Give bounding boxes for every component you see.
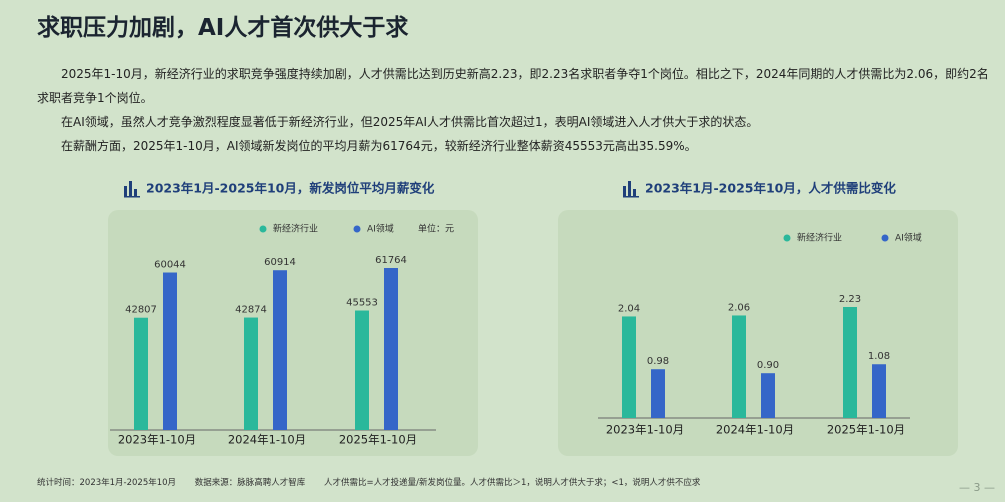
slide-title: 求职压力加剧，AI人才首次供大于求 (37, 15, 409, 41)
text-body: 2025年1-10月，新经济行业的求职竞争强度持续加剧，人才供需比达到历史新高2… (37, 62, 999, 158)
chart-title: 2023年1月-2025年10月，人才供需比变化 (645, 181, 896, 196)
legend-swatch (259, 225, 267, 233)
bar (732, 315, 746, 418)
bar (384, 268, 398, 430)
icon (124, 181, 639, 198)
legend-label: AI领域 (367, 223, 394, 235)
bar (273, 270, 287, 430)
x-tick-label: 2025年1-10月 (339, 433, 417, 447)
footnote: 数据来源：脉脉高聘人才智库 (194, 478, 306, 488)
chart-title: 2023年1月-2025年10月，新发岗位平均月薪变化 (146, 181, 435, 196)
x-tick-label: 2023年1-10月 (606, 423, 684, 437)
footnote: 人才供需比=人才投递量/新发岗位量。人才供需比＞1，说明人才供大于求；<1，说明… (323, 478, 701, 488)
footnote: 统计时间：2023年1月-2025年10月 (37, 478, 177, 488)
bar (761, 373, 775, 418)
data-label: 42874 (235, 305, 267, 316)
unit-label: 单位：元 (418, 223, 454, 235)
x-tick-label: 2025年1-10月 (827, 423, 905, 437)
x-tick-label: 2023年1-10月 (118, 433, 196, 447)
bar (843, 307, 857, 418)
legend-swatch (783, 234, 791, 242)
bar (872, 364, 886, 418)
data-label: 45553 (346, 298, 378, 309)
data-label: 60914 (264, 257, 296, 268)
data-label: 1.08 (868, 351, 890, 362)
data-label: 42807 (125, 305, 157, 316)
panel (558, 210, 958, 456)
data-label: 2.23 (839, 294, 861, 305)
paragraph: 2025年1-10月，新经济行业的求职竞争强度持续加剧，人才供需比达到历史新高2… (37, 67, 989, 105)
bar (355, 310, 369, 430)
data-label: 0.90 (757, 360, 779, 371)
legend-label: 新经济行业 (797, 232, 842, 244)
x-tick-label: 2024年1-10月 (716, 423, 794, 437)
bar (651, 369, 665, 418)
legend-swatch (881, 234, 889, 242)
legend-label: AI领域 (895, 232, 922, 244)
data-label: 60044 (154, 260, 186, 271)
data-label: 61764 (375, 255, 407, 266)
data-label: 2.06 (728, 302, 750, 313)
legend-swatch (353, 225, 361, 233)
x-tick-label: 2024年1-10月 (228, 433, 306, 447)
bar (163, 272, 177, 430)
bar (134, 317, 148, 430)
paragraph: 在AI领域，虽然人才竞争激烈程度显著低于新经济行业，但2025年AI人才供需比首… (61, 115, 759, 129)
bar (244, 317, 258, 430)
bar (622, 316, 636, 418)
paragraph: 在薪酬方面，2025年1-10月，AI领域新发岗位的平均月薪为61764元，较新… (61, 139, 697, 153)
footer: 统计时间：2023年1月-2025年10月 数据来源：脉脉高聘人才智库 人才供需… (37, 476, 716, 488)
legend-label: 新经济行业 (273, 223, 318, 235)
data-label: 0.98 (647, 356, 669, 367)
page-number: — 3 — (959, 481, 995, 494)
data-label: 2.04 (618, 303, 640, 314)
